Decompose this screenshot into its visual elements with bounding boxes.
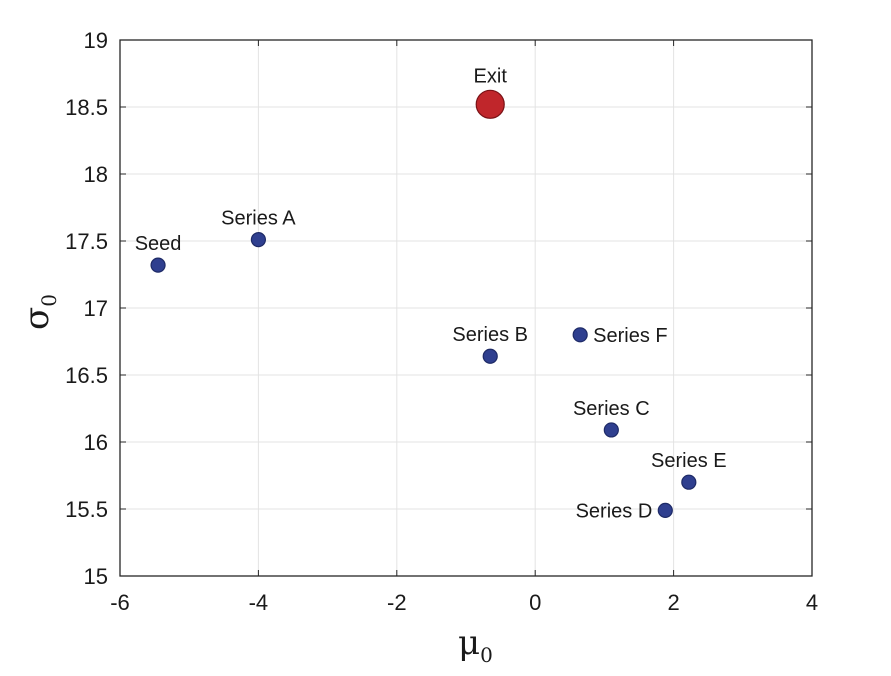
point-series-e [681, 474, 697, 490]
y-tick-label: 17 [84, 296, 108, 321]
y-tick-label: 15.5 [65, 497, 108, 522]
grid [119, 39, 813, 577]
y-tick-label: 17.5 [65, 229, 108, 254]
y-tick-label: 18 [84, 162, 108, 187]
point-label-series-d: Series D [576, 500, 653, 522]
point-label-series-b: Series B [452, 324, 528, 346]
x-axis-title-main: μ [458, 623, 480, 663]
point-series-c [603, 422, 619, 438]
point-series-b [482, 348, 498, 364]
y-tick-label: 16.5 [65, 363, 108, 388]
y-axis-title-main: σ [17, 307, 57, 330]
point-exit [475, 89, 505, 119]
y-axis-title-sub: 0 [37, 294, 61, 307]
y-tick-label: 16 [84, 430, 108, 455]
x-tick-label: -4 [249, 590, 269, 615]
y-axis: 15 15.5 16 16.5 17 17.5 18 18.5 19 [65, 28, 812, 589]
x-tick-label: 4 [806, 590, 818, 615]
point-seed [150, 257, 166, 273]
point-label-exit: Exit [474, 65, 508, 87]
x-axis-title: μ0 [458, 623, 493, 667]
y-tick-label: 15 [84, 564, 108, 589]
point-series-f [572, 327, 588, 343]
point-label-seed: Seed [135, 233, 182, 255]
point-label-series-a: Series A [221, 208, 296, 230]
point-series-d [657, 502, 673, 518]
x-tick-label: -2 [387, 590, 407, 615]
y-axis-title: σ0 [17, 294, 61, 330]
x-tick-label: -6 [110, 590, 130, 615]
x-axis: -6 -4 -2 0 2 4 [110, 40, 818, 615]
y-tick-label: 19 [84, 28, 108, 53]
x-axis-title-sub: 0 [480, 643, 493, 667]
point-series-a [250, 232, 266, 248]
data-points: Seed Series A Series B Series F Series C Seri… [135, 65, 727, 522]
y-tick-label: 18.5 [65, 95, 108, 120]
point-label-series-c: Series C [573, 398, 650, 420]
point-label-series-f: Series F [593, 325, 667, 347]
point-label-series-e: Series E [651, 450, 727, 472]
x-tick-label: 0 [529, 590, 541, 615]
x-tick-label: 2 [667, 590, 679, 615]
